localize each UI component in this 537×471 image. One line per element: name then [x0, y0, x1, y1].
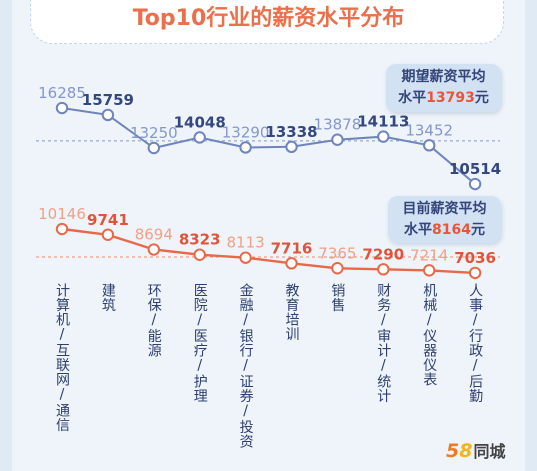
current-average-callout: 目前薪资平均 水平8164元 [388, 196, 501, 243]
expected-value-label-2: 13250 [130, 124, 178, 142]
current-average-suffix: 元 [470, 222, 485, 238]
category-label-9: 人事/行政/后勤 [467, 283, 484, 403]
current-point-8 [423, 264, 436, 277]
expected-value-label-1: 15759 [82, 91, 134, 109]
expected-point-6 [331, 133, 344, 146]
expected-value-label-8: 13452 [405, 121, 453, 139]
expected-value-label-3: 14048 [174, 113, 226, 131]
expected-average-value-line: 水平13793元 [386, 88, 501, 109]
expected-point-3 [193, 131, 206, 144]
expected-value-label-9: 10514 [449, 160, 501, 178]
expected-average-prefix: 水平 [398, 90, 427, 106]
logo-digit-5: 5 [446, 440, 460, 462]
expected-average-callout: 期望薪资平均 水平13793元 [386, 64, 501, 112]
expected-value-label-5: 13338 [265, 123, 317, 141]
category-label-6: 销售 [329, 283, 346, 312]
current-average-prefix: 水平 [404, 222, 433, 238]
expected-average-title: 期望薪资平均 [401, 69, 486, 85]
current-point-1 [101, 228, 115, 241]
current-point-7 [377, 263, 390, 276]
current-point-3 [193, 248, 206, 261]
category-label-8: 机械/仪器仪表 [421, 283, 438, 387]
current-value-label-0: 10146 [38, 205, 86, 223]
expected-value-label-7: 14113 [357, 113, 409, 131]
current-value-label-8: 7214 [410, 246, 448, 264]
expected-series-line [61, 107, 476, 185]
expected-point-7 [377, 130, 390, 143]
current-point-2 [147, 243, 161, 256]
current-point-6 [331, 262, 344, 275]
current-average-title: 目前薪资平均 [402, 201, 487, 217]
current-value-label-2: 8694 [135, 226, 173, 244]
current-value-label-4: 8113 [227, 234, 265, 252]
expected-average-value: 13793 [426, 90, 475, 106]
category-label-1: 建筑 [99, 283, 116, 312]
current-point-9 [468, 266, 482, 280]
title-banner [30, 0, 504, 44]
current-point-0 [55, 222, 69, 236]
expected-value-label-4: 13290 [222, 123, 270, 141]
category-label-4: 金融/银行/证券/投资 [237, 283, 254, 449]
category-label-7: 财务/审计/统计 [375, 283, 392, 403]
expected-point-5 [285, 140, 298, 154]
current-average-value-line: 水平8164元 [388, 220, 501, 241]
current-value-label-7: 7290 [362, 245, 404, 263]
expected-point-9 [468, 177, 482, 191]
current-value-label-3: 8323 [179, 231, 221, 249]
brand-logo: 58同城 [446, 440, 505, 463]
category-label-2: 环保/能源 [145, 283, 162, 358]
current-value-label-1: 9741 [87, 211, 129, 229]
expected-value-label-0: 16285 [38, 84, 86, 102]
current-value-label-9: 7036 [454, 249, 496, 267]
category-label-0: 计算机/互联网/通信 [54, 283, 70, 432]
expected-value-label-6: 13878 [314, 116, 362, 134]
current-average-value: 8164 [432, 222, 471, 238]
current-point-5 [285, 257, 298, 270]
expected-point-8 [423, 139, 436, 152]
current-value-label-5: 7716 [271, 239, 313, 257]
chart-title: Top10行业的薪资水平分布 [132, 6, 405, 31]
expected-average-suffix: 元 [474, 90, 489, 106]
logo-digit-8: 8 [459, 440, 473, 462]
expected-point-0 [55, 101, 69, 115]
expected-point-1 [101, 108, 115, 122]
category-label-3: 医院/医疗/护理 [191, 283, 208, 403]
current-point-4 [239, 251, 252, 264]
logo-name: 同城 [473, 442, 506, 461]
current-series-line [61, 227, 476, 275]
expected-point-4 [239, 141, 252, 154]
current-value-label-6: 7365 [318, 244, 356, 262]
category-label-5: 教育培训 [283, 283, 300, 341]
expected-point-2 [147, 141, 161, 155]
